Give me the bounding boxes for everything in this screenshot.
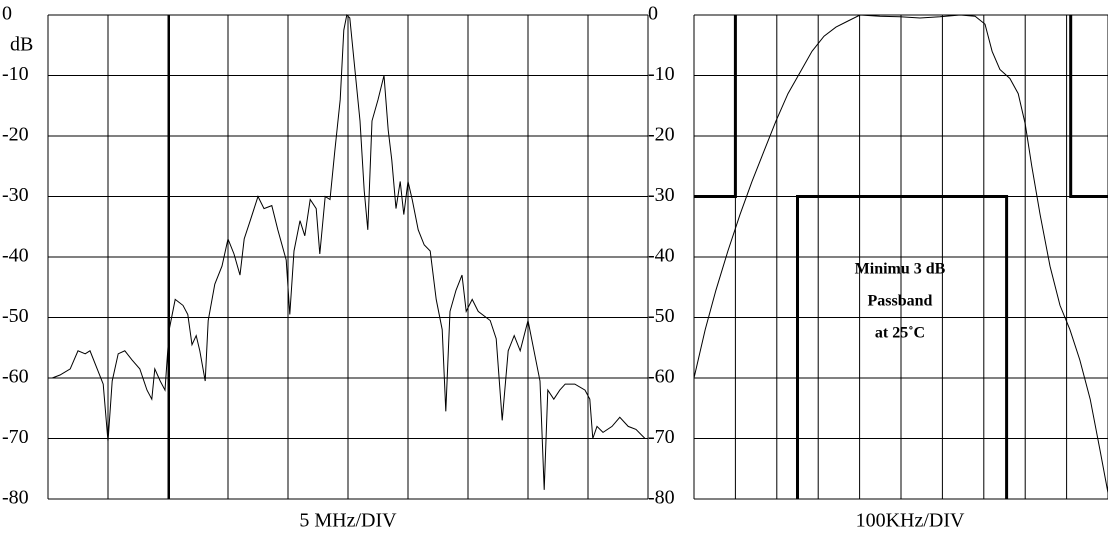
y-tick-label: -50 [2,305,29,327]
x-axis-label: 5 MHz/DIV [299,510,397,532]
y-tick-label: -60 [648,366,675,388]
y-tick-label: -70 [648,426,675,448]
annotation: at 25˚C [875,325,925,342]
y-tick-label: -60 [2,366,29,388]
data-line [693,14,1108,493]
x-axis-label: 100KHz/DIV [856,510,965,532]
y-tick-label: 0 [2,3,12,25]
y-tick-label: -10 [2,63,29,85]
y-tick-label: -20 [648,124,675,146]
y-tick-label: -70 [2,426,29,448]
y-tick-label: -20 [2,124,29,146]
y-tick-label: -80 [648,487,675,509]
y-tick-label: -30 [648,184,675,206]
data-line [52,13,646,490]
y-tick-label: 0 [648,3,658,25]
y-tick-label: -80 [2,487,29,509]
y-tick-label: -40 [2,245,29,267]
y-tick-label: -10 [648,63,675,85]
y-tick-label: -30 [2,184,29,206]
y-tick-label: -40 [648,245,675,267]
y-tick-label: -50 [648,305,675,327]
data-line [694,15,1108,499]
y-unit-label: dB [10,34,33,56]
annotation: Passband [868,293,933,310]
annotation: Minimu 3 dB [855,261,946,278]
